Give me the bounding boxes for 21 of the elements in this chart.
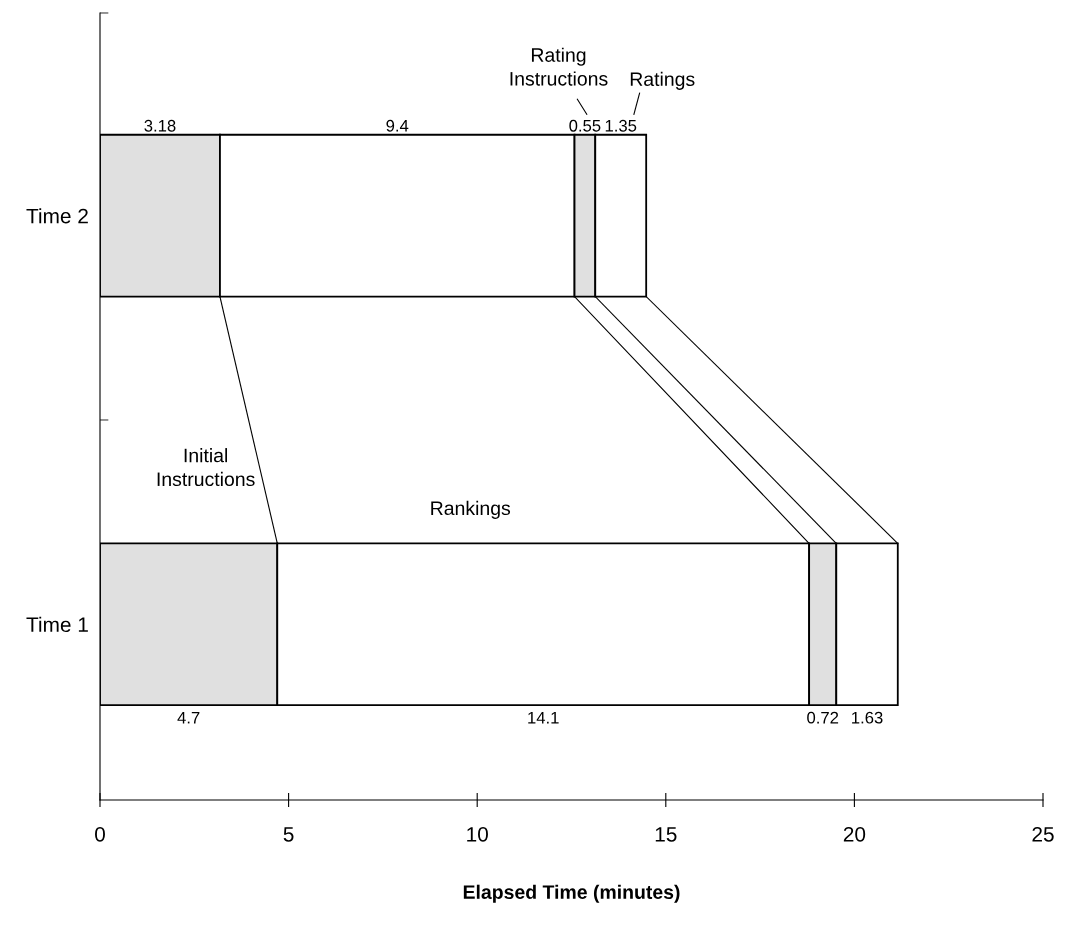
data-label: 9.4 [386,119,409,132]
y-tick-label: Time 1 [26,616,88,633]
x-tick-label: 15 [655,827,677,842]
data-label: 1.35 [605,119,637,132]
data-label: 4.7 [177,711,200,724]
x-tick-label: 5 [283,827,294,842]
text: Rating Instructions [510,47,608,86]
text: Initial Instructions [157,448,255,487]
x-tick-label: 20 [843,826,866,842]
x-tick-label: 10 [467,826,488,842]
data-label: 0.55 [569,119,601,132]
data-label: 0.72 [807,711,839,724]
x-tick-label: 0 [95,826,105,842]
x-tick-label: 25 [1032,826,1054,842]
text: Ratings [630,71,695,90]
x-axis-title: Elapsed Time (minutes) [463,884,680,903]
data-label: 14.1 [528,711,559,724]
y-tick-label: Time 2 [26,208,88,224]
series-label: Rankings [431,500,511,519]
data-label: 3.18 [144,119,176,132]
data-label: 1.63 [852,711,883,724]
